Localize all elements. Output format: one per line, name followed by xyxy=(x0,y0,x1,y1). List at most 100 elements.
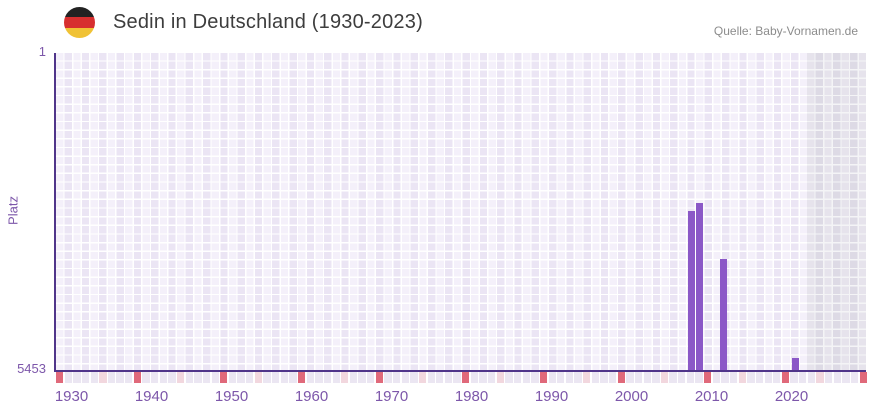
year-cell xyxy=(522,372,530,383)
germany-flag-icon xyxy=(64,7,95,38)
half-decade-marker xyxy=(816,372,824,383)
flag-stripe-gold xyxy=(64,27,95,38)
half-decade-marker xyxy=(418,372,427,383)
year-cell xyxy=(332,372,340,383)
year-cell xyxy=(401,372,409,383)
year-cell xyxy=(712,372,720,383)
flag-stripe-red xyxy=(64,17,95,28)
decade-marker xyxy=(133,372,142,383)
year-cell xyxy=(90,372,98,383)
decade-marker-strip xyxy=(56,372,867,383)
decade-marker xyxy=(297,372,306,383)
decade-marker xyxy=(704,372,712,383)
year-cell xyxy=(574,372,582,383)
half-decade-marker xyxy=(660,372,669,383)
year-cell xyxy=(64,372,72,383)
half-decade-marker xyxy=(254,372,263,383)
x-tick-label-1970: 1970 xyxy=(374,388,409,405)
x-tick-label-2010: 2010 xyxy=(694,388,729,405)
half-decade-marker xyxy=(176,372,185,383)
year-cell xyxy=(678,372,686,383)
year-cell xyxy=(263,372,271,383)
year-cell xyxy=(479,372,487,383)
year-cell xyxy=(626,372,634,383)
year-cell xyxy=(159,372,167,383)
year-cell xyxy=(686,372,695,383)
year-cell xyxy=(453,372,461,383)
year-cell xyxy=(228,372,237,383)
half-decade-marker xyxy=(99,372,107,383)
bar-2009 xyxy=(695,202,703,370)
year-cell xyxy=(272,372,280,383)
year-cell xyxy=(669,372,677,383)
year-cell xyxy=(643,372,651,383)
year-cell xyxy=(410,372,418,383)
year-cell xyxy=(73,372,81,383)
year-cell xyxy=(773,372,781,383)
half-decade-marker xyxy=(341,372,349,383)
y-axis-title: Platz xyxy=(5,196,21,225)
x-tick-label-1950: 1950 xyxy=(214,388,249,405)
decade-marker xyxy=(539,372,548,383)
year-cell xyxy=(436,372,444,383)
decade-marker xyxy=(220,372,228,383)
year-cell xyxy=(142,372,150,383)
year-cell xyxy=(237,372,245,383)
year-cell xyxy=(289,372,297,383)
x-tick-label-2000: 2000 xyxy=(614,388,649,405)
half-decade-marker xyxy=(583,372,591,383)
chart-title: Sedin in Deutschland (1930-2023) xyxy=(113,11,423,33)
bar-2021 xyxy=(791,358,799,370)
x-tick-label-1940: 1940 xyxy=(134,388,169,405)
year-cell xyxy=(107,372,116,383)
year-cell xyxy=(755,372,764,383)
year-cell xyxy=(81,372,90,383)
x-tick-label-1960: 1960 xyxy=(294,388,329,405)
year-cell xyxy=(634,372,643,383)
year-cell xyxy=(444,372,453,383)
half-decade-marker xyxy=(738,372,746,383)
x-tick-label-2020: 2020 xyxy=(774,388,809,405)
decade-marker xyxy=(617,372,625,383)
year-cell xyxy=(427,372,435,383)
year-cell xyxy=(747,372,755,383)
year-cell xyxy=(246,372,254,383)
year-cell xyxy=(825,372,833,383)
year-cell xyxy=(565,372,574,383)
decade-marker xyxy=(56,372,64,383)
y-axis-min-label: 5453 xyxy=(17,361,46,376)
year-cell xyxy=(358,372,366,383)
year-cell xyxy=(367,372,375,383)
year-cell xyxy=(349,372,358,383)
year-cell xyxy=(721,372,729,383)
x-tick-label-1990: 1990 xyxy=(534,388,569,405)
year-cell xyxy=(609,372,617,383)
decade-marker xyxy=(375,372,383,383)
year-cell xyxy=(185,372,193,383)
year-cell xyxy=(790,372,798,383)
flag-stripe-black xyxy=(64,7,95,18)
year-cell xyxy=(384,372,392,383)
year-cell xyxy=(531,372,539,383)
year-cell xyxy=(600,372,608,383)
year-cell xyxy=(315,372,323,383)
year-cell xyxy=(695,372,703,383)
year-cell xyxy=(392,372,401,383)
decade-marker xyxy=(781,372,790,383)
year-cell xyxy=(833,372,841,383)
year-cell xyxy=(513,372,522,383)
year-cell xyxy=(764,372,772,383)
year-cell xyxy=(652,372,660,383)
year-cell xyxy=(729,372,738,383)
year-cell xyxy=(557,372,565,383)
half-decade-marker xyxy=(496,372,504,383)
year-cell xyxy=(799,372,807,383)
year-cell xyxy=(151,372,159,383)
year-cell xyxy=(807,372,816,383)
x-tick-label-1930: 1930 xyxy=(54,388,89,405)
y-axis-max-label: 1 xyxy=(38,44,46,59)
year-cell xyxy=(116,372,124,383)
year-cell xyxy=(548,372,556,383)
year-cell xyxy=(591,372,600,383)
